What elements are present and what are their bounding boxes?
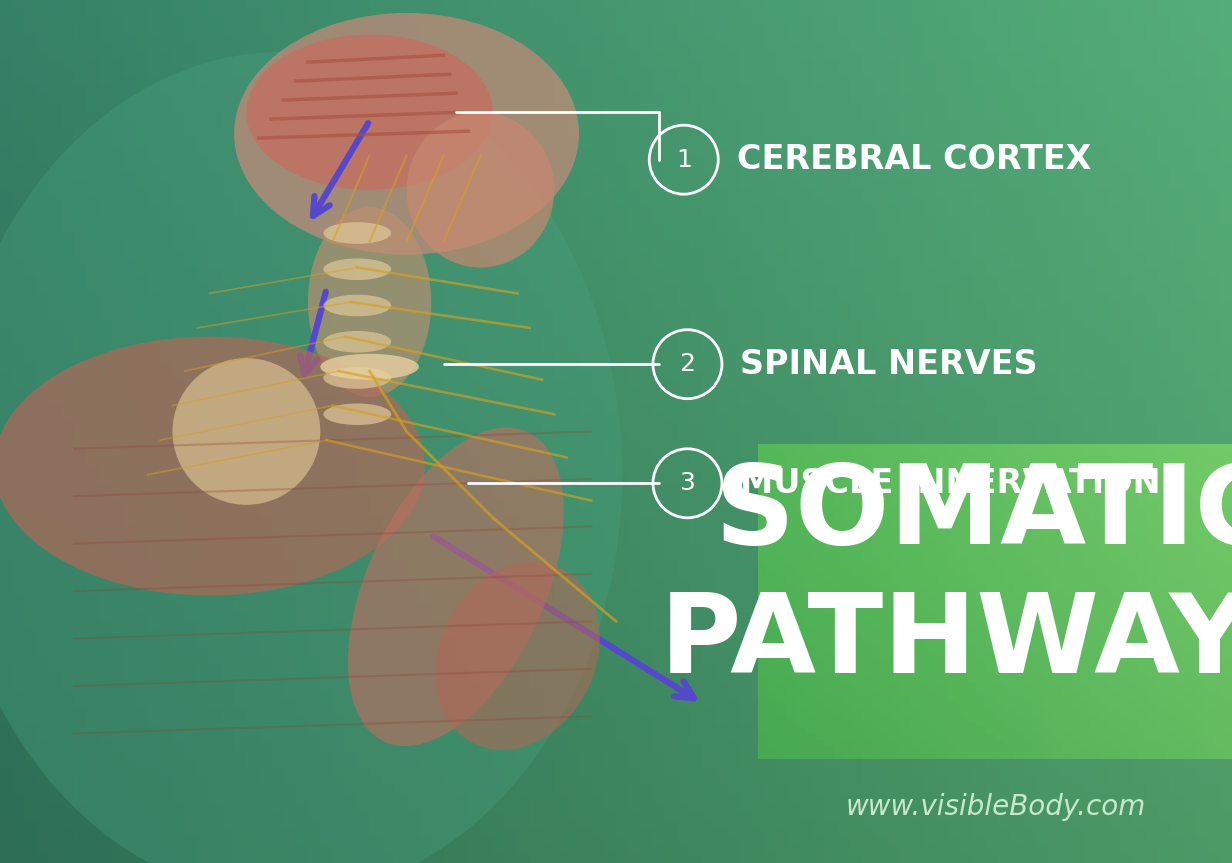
Text: 3: 3 [680,471,695,495]
Ellipse shape [323,331,392,353]
Text: 1: 1 [676,148,691,172]
Ellipse shape [0,337,425,595]
Ellipse shape [323,222,392,244]
Ellipse shape [323,368,392,389]
Text: SPINAL NERVES: SPINAL NERVES [740,348,1037,381]
Ellipse shape [172,358,320,505]
Text: www.visibleBody.com: www.visibleBody.com [845,793,1146,821]
Ellipse shape [234,13,579,255]
Ellipse shape [308,207,431,397]
Ellipse shape [320,354,419,380]
Ellipse shape [323,295,392,317]
Ellipse shape [246,35,493,190]
Ellipse shape [435,562,600,750]
Text: PATHWAYS: PATHWAYS [660,589,1232,696]
Ellipse shape [323,259,392,280]
Ellipse shape [347,427,564,746]
Ellipse shape [407,112,554,268]
Text: MUSCLE INNERVATION: MUSCLE INNERVATION [740,467,1161,500]
Ellipse shape [0,52,622,863]
Text: 2: 2 [680,352,695,376]
Text: SOMATIC: SOMATIC [715,460,1232,567]
Ellipse shape [323,404,392,425]
Text: CEREBRAL CORTEX: CEREBRAL CORTEX [737,143,1092,176]
